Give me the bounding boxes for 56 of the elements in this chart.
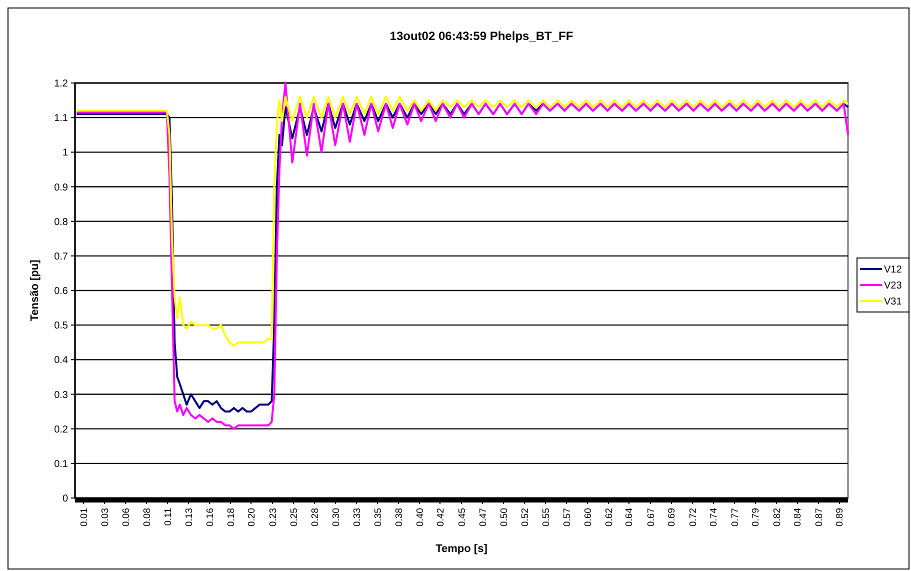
x-tick-label: 0.03: [100, 508, 111, 526]
x-tick-label: 0.45: [456, 508, 468, 526]
x-tick-label: 0.38: [394, 508, 405, 526]
y-tick-label: 0.2: [54, 424, 68, 436]
x-axis-title: Tempo [s]: [436, 543, 488, 555]
x-tick-label: 0.52: [520, 508, 531, 526]
x-tick-label: 0.18: [226, 508, 237, 526]
x-tick-label: 0.28: [310, 508, 321, 526]
y-tick-label: 1.2: [54, 78, 68, 90]
x-tick-label: 0.33: [352, 508, 363, 526]
x-tick-label: 0.55: [540, 508, 552, 526]
x-tick-label: 0.50: [498, 508, 510, 526]
x-tick-label: 0.77: [730, 508, 741, 526]
x-tick-label: 0.69: [666, 508, 678, 526]
x-tick-label: 0.64: [624, 508, 636, 526]
x-tick-label: 0.20: [246, 508, 258, 526]
y-tick-label: 1.1: [54, 113, 68, 124]
y-tick-label: 0.5: [54, 320, 68, 332]
legend-label: V23: [884, 280, 902, 292]
chart-title: 13out02 06:43:59 Phelps_BT_FF: [390, 29, 574, 43]
y-tick-label: 0.4: [54, 355, 68, 366]
y-tick-label: 0.8: [54, 216, 68, 228]
x-tick-label: 0.57: [562, 508, 573, 526]
x-tick-label: 0.79: [750, 508, 762, 526]
x-tick-label: 0.72: [688, 508, 699, 526]
y-tick-label: 0.9: [54, 182, 68, 194]
x-tick-label: 0.47: [478, 508, 489, 526]
x-tick-label: 0.30: [330, 508, 342, 526]
y-axis-title: Tensão [pu]: [29, 259, 41, 322]
y-tick-label: 0.3: [54, 390, 68, 401]
x-tick-label: 0.25: [288, 508, 300, 526]
x-tick-label: 0.42: [435, 508, 446, 526]
x-tick-label: 0.11: [162, 508, 174, 526]
y-tick-label: 0.6: [54, 286, 68, 297]
legend-label: V12: [884, 264, 902, 276]
y-tick-label: 0: [62, 494, 68, 504]
x-tick-label: 0.35: [372, 508, 384, 526]
x-tick-label: 0.06: [120, 508, 132, 526]
x-tick-label: 0.74: [708, 508, 720, 526]
y-tick-label: 1: [62, 148, 68, 159]
x-tick-label: 0.08: [142, 508, 153, 526]
legend-label: V31: [884, 296, 902, 308]
x-tick-label: 0.40: [414, 508, 426, 526]
x-tick-label: 0.60: [582, 508, 594, 526]
y-tick-label: 0.1: [54, 458, 68, 470]
x-tick-label: 0.01: [78, 508, 90, 526]
x-tick-label: 0.84: [792, 508, 804, 526]
x-tick-label: 0.67: [646, 508, 657, 526]
x-tick-label: 0.16: [204, 508, 216, 526]
x-tick-label: 0.89: [834, 508, 846, 526]
x-tick-label: 0.62: [604, 508, 615, 526]
x-tick-label: 0.23: [268, 508, 279, 526]
x-tick-label: 0.13: [184, 508, 195, 526]
x-tick-label: 0.82: [772, 508, 783, 526]
y-tick-label: 0.7: [54, 251, 68, 262]
x-tick-label: 0.87: [814, 508, 825, 526]
